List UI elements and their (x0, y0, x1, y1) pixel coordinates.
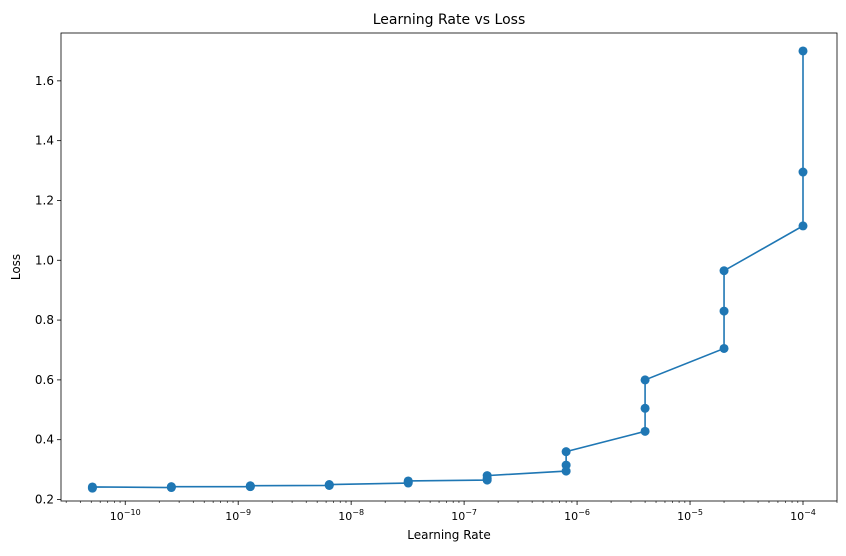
y-axis-label: Loss (9, 254, 23, 280)
y-tick-label: 0.8 (35, 313, 54, 327)
data-point (87, 483, 97, 493)
data-point (719, 306, 729, 316)
x-tick-label: 10−6 (564, 508, 590, 523)
data-point (798, 167, 808, 177)
y-tick-label: 0.2 (35, 493, 54, 507)
x-tick-label: 10−8 (338, 508, 364, 523)
y-tick-label: 1.2 (35, 193, 54, 207)
y-tick-label: 1.6 (35, 74, 54, 88)
y-tick-label: 0.6 (35, 373, 54, 387)
data-point (403, 478, 413, 488)
x-tick-label: 10−9 (225, 508, 251, 523)
data-point (324, 480, 334, 490)
chart-title: Learning Rate vs Loss (373, 12, 526, 28)
x-tick-label: 10−10 (110, 508, 141, 523)
x-axis-label: Learning Rate (407, 528, 490, 542)
x-tick-label: 10−5 (677, 508, 703, 523)
data-point (640, 426, 650, 436)
y-tick-label: 0.4 (35, 433, 54, 447)
data-point (719, 266, 729, 276)
data-point (482, 475, 492, 485)
x-tick-label: 10−4 (790, 508, 816, 523)
data-point (561, 447, 571, 457)
data-point (640, 403, 650, 413)
plot-frame (60, 32, 838, 502)
data-point (561, 466, 571, 476)
data-point (640, 375, 650, 385)
data-point (245, 482, 255, 492)
x-axis: 10−10 10−9 10−8 10−7 10−6 10−5 10−4 (65, 501, 838, 523)
data-point (798, 221, 808, 231)
data-point (798, 46, 808, 56)
plot-area (87, 46, 808, 493)
y-tick-label: 1.0 (35, 253, 54, 267)
x-tick-label: 10−7 (451, 508, 477, 523)
data-point (166, 483, 176, 493)
y-tick-label: 1.4 (35, 134, 54, 148)
y-axis: 0.2 0.4 0.6 0.8 1.0 1.2 1.4 1.6 (35, 74, 61, 507)
data-point (719, 343, 729, 353)
